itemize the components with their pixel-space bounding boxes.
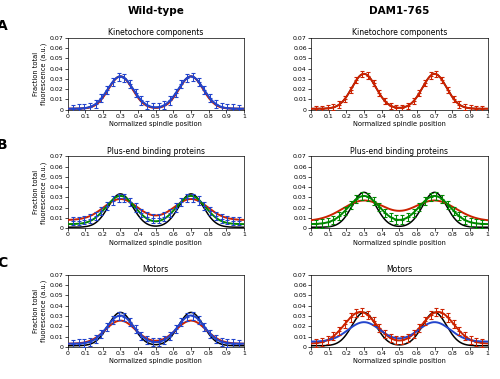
Text: B: B xyxy=(0,138,8,152)
Text: C: C xyxy=(0,256,7,270)
Title: Kinetochore components: Kinetochore components xyxy=(352,28,447,37)
Text: Wild-type: Wild-type xyxy=(128,6,184,16)
Y-axis label: Fraction total
fluorescence (a.u.): Fraction total fluorescence (a.u.) xyxy=(34,42,47,105)
Title: Kinetochore components: Kinetochore components xyxy=(108,28,204,37)
Y-axis label: Fraction total
fluorescence (a.u.): Fraction total fluorescence (a.u.) xyxy=(34,161,47,224)
X-axis label: Normalized spindle position: Normalized spindle position xyxy=(353,358,446,364)
Text: A: A xyxy=(0,19,8,33)
X-axis label: Normalized spindle position: Normalized spindle position xyxy=(353,240,446,246)
Y-axis label: Fraction total
fluorescence (a.u.): Fraction total fluorescence (a.u.) xyxy=(34,280,47,342)
Title: Plus-end binding proteins: Plus-end binding proteins xyxy=(106,147,204,156)
Title: Motors: Motors xyxy=(142,265,169,274)
X-axis label: Normalized spindle position: Normalized spindle position xyxy=(353,121,446,127)
X-axis label: Normalized spindle position: Normalized spindle position xyxy=(110,358,202,364)
Title: Plus-end binding proteins: Plus-end binding proteins xyxy=(350,147,448,156)
X-axis label: Normalized spindle position: Normalized spindle position xyxy=(110,240,202,246)
Text: DAM1-765: DAM1-765 xyxy=(369,6,430,16)
X-axis label: Normalized spindle position: Normalized spindle position xyxy=(110,121,202,127)
Title: Motors: Motors xyxy=(386,265,412,274)
